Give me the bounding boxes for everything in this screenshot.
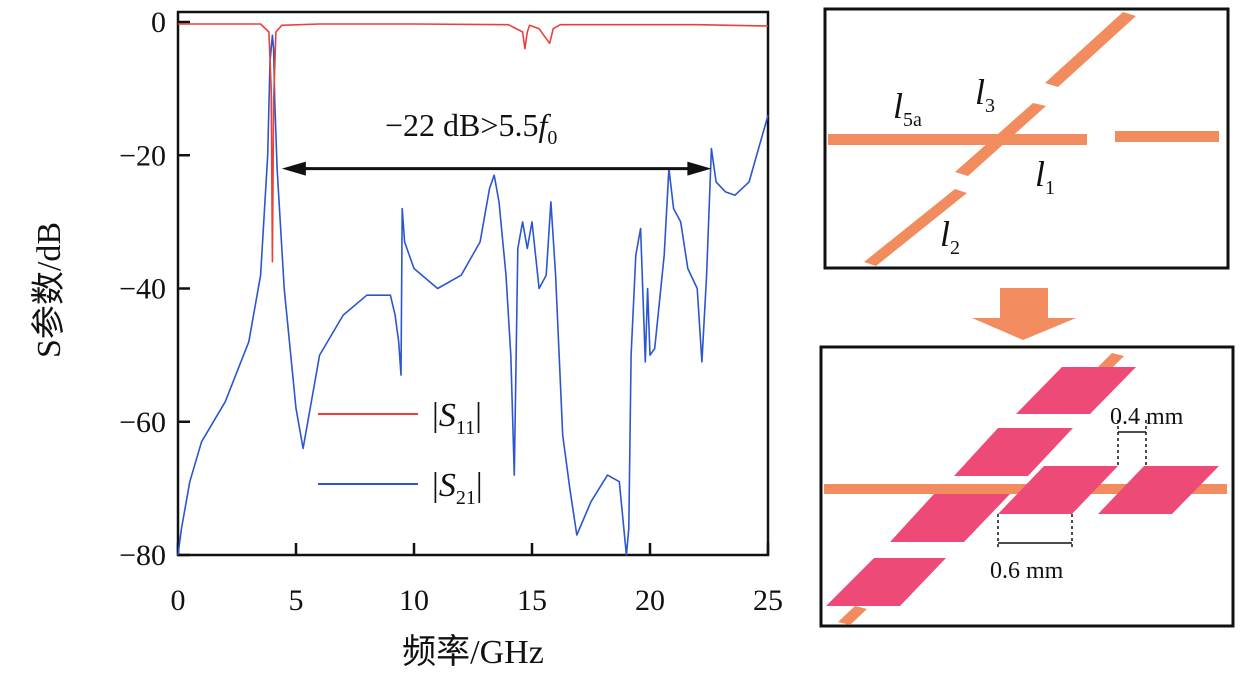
x-axis: 0 5 10 15 20 25 — [171, 543, 783, 617]
label-l3: l3 — [975, 72, 995, 117]
legend: |S11| |S21| — [318, 397, 483, 509]
plot-frame — [176, 10, 770, 557]
label-l1: l1 — [1035, 154, 1055, 199]
patches — [826, 367, 1219, 606]
patch-layout-diagram: 0.4 mm 0.6 mm — [819, 345, 1235, 628]
x-axis-title: 频率/GHz — [402, 633, 544, 671]
bandwidth-annotation: −22 dB>5.5f0 — [281, 107, 712, 176]
transform-arrow-icon — [972, 288, 1076, 340]
x-tick-label: 15 — [517, 584, 547, 617]
y-tick-label: 0 — [151, 6, 166, 39]
microstrip-lines — [828, 12, 1219, 266]
label-l5a: l5a — [893, 86, 922, 131]
legend-label-s21: |S21| — [432, 467, 483, 509]
x-tick-label: 25 — [753, 584, 783, 617]
line-l1-left — [828, 134, 1087, 145]
y-axis-title: S参数/dB — [30, 222, 68, 358]
width-label: 0.6 mm — [990, 558, 1064, 584]
y-tick-label: −80 — [119, 539, 166, 572]
series-line-s11 — [178, 23, 769, 263]
y-tick-label: −60 — [119, 406, 166, 439]
line-l2 — [864, 189, 967, 266]
patch-1 — [1016, 367, 1136, 414]
annotation-text: −22 dB>5.5f0 — [385, 107, 557, 149]
label-l2: l2 — [940, 214, 960, 259]
patch-5 — [890, 494, 1010, 542]
legend-label-s11: |S11| — [432, 397, 482, 439]
feed-line-top — [1097, 353, 1124, 371]
patch-4 — [1098, 466, 1219, 514]
y-axis: 0 −20 −40 −60 −80 — [119, 6, 190, 572]
patch-6 — [826, 558, 946, 606]
line-l1-right — [1115, 131, 1219, 142]
x-tick-label: 10 — [399, 584, 429, 617]
line-l3 — [955, 103, 1046, 176]
patch-2 — [954, 428, 1073, 476]
dimension-lines — [997, 420, 1147, 548]
gap-label: 0.4 mm — [1110, 404, 1184, 430]
annotation-arrowhead-left — [281, 161, 306, 176]
annotation-arrowhead-right — [687, 161, 712, 176]
y-tick-label: −20 — [119, 139, 166, 172]
patch-3 — [998, 466, 1118, 514]
x-tick-label: 0 — [171, 584, 186, 617]
series-group — [177, 23, 769, 556]
x-tick-label: 20 — [635, 584, 665, 617]
x-tick-label: 5 — [289, 584, 304, 617]
y-tick-label: −40 — [119, 273, 166, 306]
line-top — [1045, 12, 1136, 87]
filter-layout-diagram: l5a l3 l1 l2 — [823, 7, 1230, 270]
s-parameter-chart: 0 −20 −40 −60 −80 0 5 10 15 20 25 −22 dB>5.5f0 |S… — [30, 6, 783, 671]
feed-line-bottom — [838, 606, 867, 625]
